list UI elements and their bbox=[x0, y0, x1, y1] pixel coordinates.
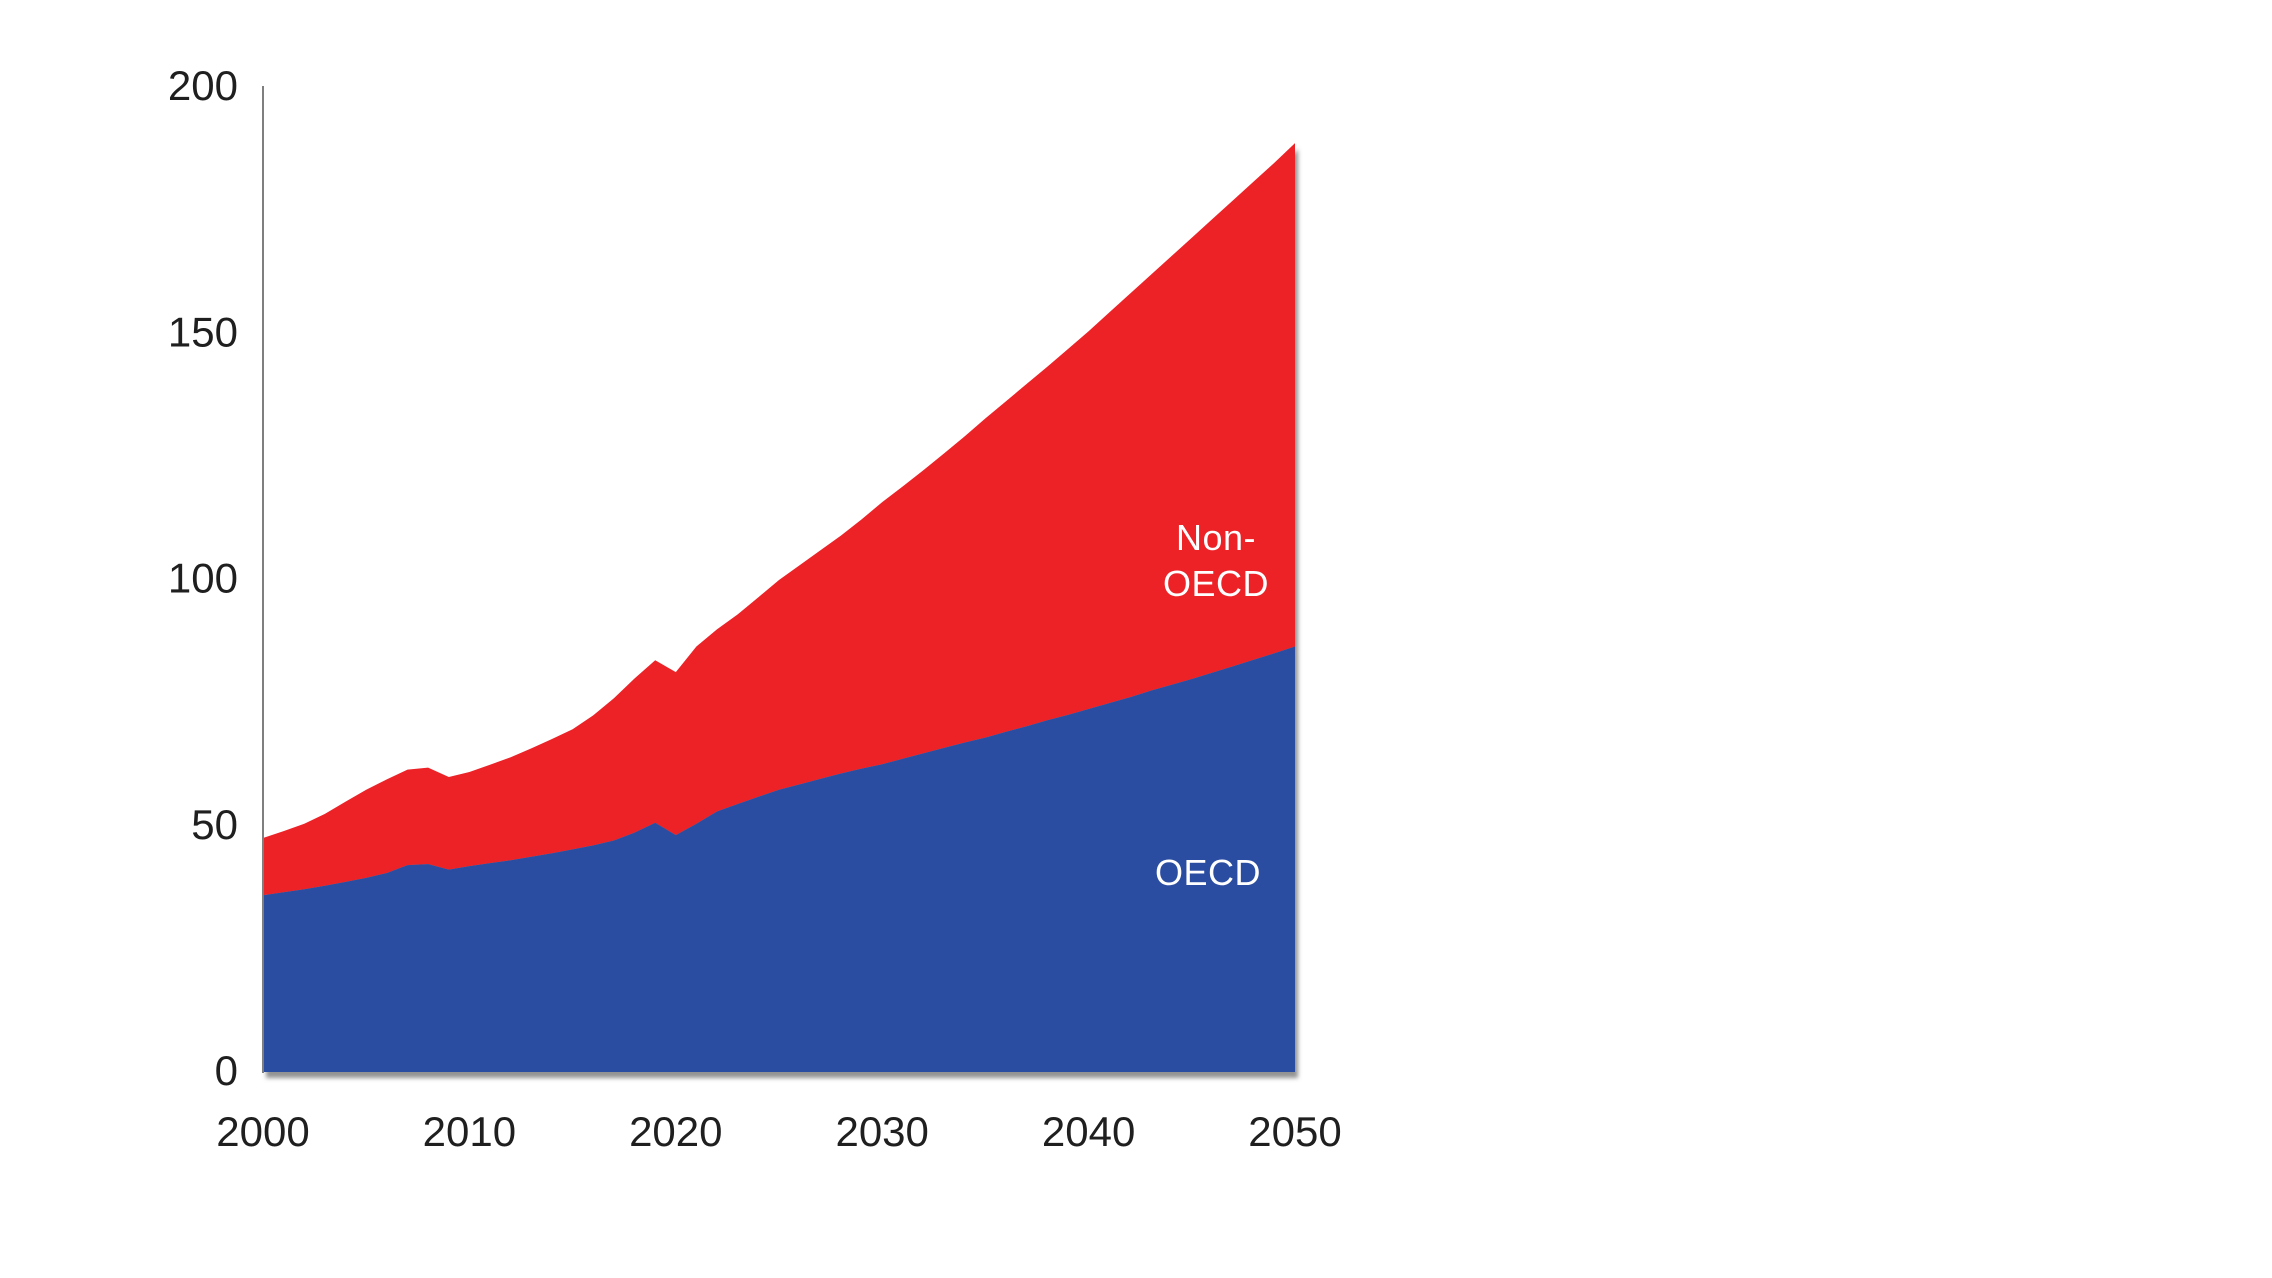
y-tick-label-100: 100 bbox=[168, 555, 238, 602]
non-oecd-label-line2: OECD bbox=[1162, 563, 1270, 604]
x-tick-label-2030: 2030 bbox=[835, 1108, 928, 1155]
x-tick-label-2020: 2020 bbox=[629, 1108, 722, 1155]
non-oecd-label: Non- OECD bbox=[1163, 515, 1269, 607]
y-tick-label-200: 200 bbox=[168, 62, 238, 109]
non-oecd-area bbox=[263, 143, 1295, 896]
x-tick-label-2040: 2040 bbox=[1042, 1108, 1135, 1155]
tick-labels-group: 0 50 100 150 200 2000 2010 2020 2030 2040 2050 bbox=[168, 62, 1342, 1155]
x-tick-label-2050: 2050 bbox=[1248, 1108, 1341, 1155]
oecd-area bbox=[263, 646, 1295, 1072]
non-oecd-label-line1: Non- bbox=[1175, 517, 1257, 558]
area-series-group bbox=[263, 143, 1295, 1072]
y-tick-label-150: 150 bbox=[168, 308, 238, 355]
x-tick-label-2010: 2010 bbox=[423, 1108, 516, 1155]
y-tick-label-50: 50 bbox=[191, 801, 238, 848]
oecd-label: OECD bbox=[1154, 852, 1262, 893]
y-tick-label-0: 0 bbox=[215, 1047, 238, 1094]
x-tick-label-2000: 2000 bbox=[216, 1108, 309, 1155]
